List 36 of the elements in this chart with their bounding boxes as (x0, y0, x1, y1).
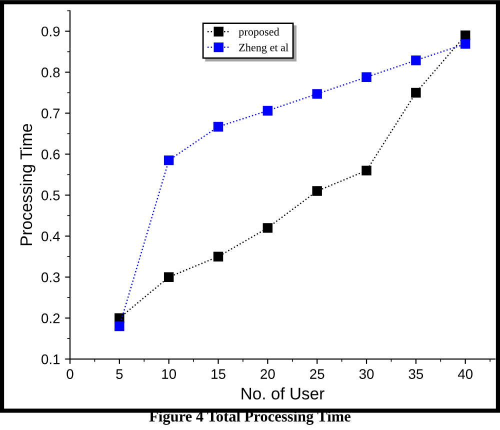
x-tick-label: 10 (162, 369, 176, 379)
point (213, 122, 224, 132)
point (312, 89, 322, 99)
y-tick-label: 0.6 (42, 150, 60, 160)
x-tick-label: 25 (310, 369, 324, 379)
y-tick-label: 0.2 (42, 313, 60, 324)
y-tick-label: 0.9 (42, 26, 60, 36)
x-tick-label: 40 (458, 369, 473, 379)
point (213, 252, 224, 262)
point (362, 166, 372, 176)
point (312, 186, 322, 196)
y-tick-label: 0.1 (42, 354, 60, 364)
x-tick-label: 20 (260, 369, 275, 379)
point (164, 272, 174, 282)
y-axis-title: Processing Time (20, 124, 36, 246)
point (262, 223, 273, 233)
point (262, 106, 273, 116)
point (164, 155, 174, 166)
point (460, 39, 470, 49)
x-tick-label: 30 (359, 369, 374, 379)
y-tick-label: 0.8 (42, 68, 60, 78)
point (411, 55, 421, 66)
y-tick-label: 0.5 (42, 190, 60, 200)
point (114, 321, 124, 332)
legend-label: Zheng et al (239, 43, 288, 54)
y-tick-label: 0.3 (42, 272, 60, 282)
x-axis-title: No. of User (242, 387, 324, 400)
point (362, 72, 372, 82)
x-tick-label: 35 (408, 369, 424, 379)
y-tick-label: 0.4 (42, 231, 60, 242)
x-tick-label: 15 (212, 369, 226, 379)
x-tick-label: 0 (66, 369, 74, 379)
x-tick-label: 5 (116, 369, 123, 379)
y-tick-label: 0.7 (42, 108, 60, 118)
point (411, 88, 421, 98)
legend-label: proposed (238, 28, 280, 38)
